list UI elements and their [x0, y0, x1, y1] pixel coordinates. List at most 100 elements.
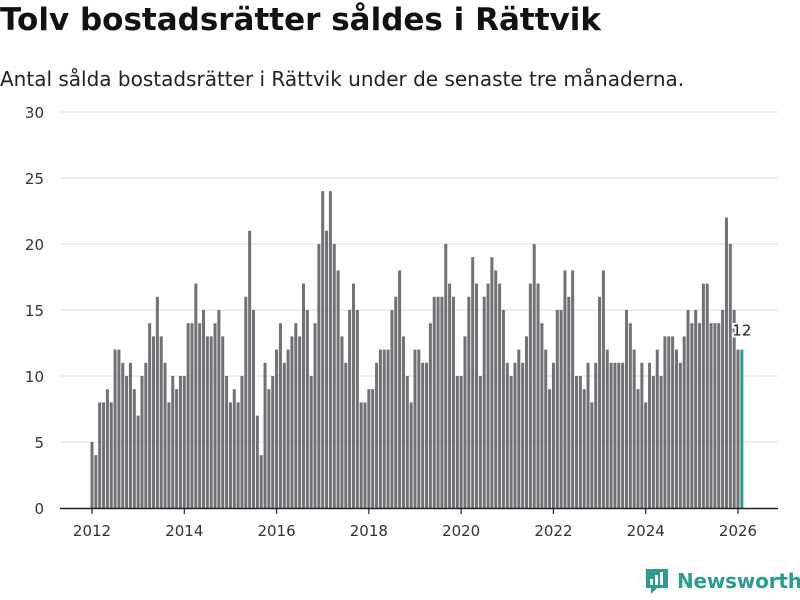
bar	[636, 389, 640, 508]
bar	[648, 362, 652, 508]
bar	[125, 376, 129, 508]
bar	[532, 244, 536, 508]
y-tick-label: 20	[25, 236, 44, 254]
bar	[709, 323, 713, 508]
y-tick-label: 10	[25, 368, 44, 386]
bar	[667, 336, 671, 508]
bar	[678, 362, 682, 508]
bar	[475, 283, 479, 508]
bar	[244, 296, 248, 508]
brand-logo[interactable]: Newsworthy	[644, 567, 800, 595]
highlight-label: 12	[732, 322, 751, 340]
bar	[252, 310, 255, 508]
bar	[505, 362, 509, 508]
bar	[367, 389, 371, 508]
bar	[190, 323, 194, 508]
bar	[455, 376, 459, 508]
bar	[202, 310, 206, 508]
bar	[105, 389, 109, 508]
bar	[651, 376, 655, 508]
bar	[436, 296, 440, 508]
bar	[705, 283, 709, 508]
bar	[586, 362, 590, 508]
bar	[471, 257, 475, 508]
bar	[159, 336, 163, 508]
bar	[571, 270, 575, 508]
brand-name: Newsworthy	[677, 569, 800, 593]
bar	[371, 389, 375, 508]
bar	[736, 349, 740, 508]
bar	[328, 191, 332, 508]
x-tick-label: 2026	[719, 522, 757, 540]
bar	[240, 376, 244, 508]
bar	[255, 415, 259, 508]
bar	[682, 336, 686, 508]
bar	[605, 349, 609, 508]
chart-subtitle: Antal sålda bostadsrätter i Rättvik unde…	[0, 67, 685, 91]
bar	[382, 349, 386, 508]
bar	[640, 362, 644, 508]
bar	[674, 349, 678, 508]
bar	[663, 336, 667, 508]
bar	[217, 310, 221, 508]
bar	[478, 376, 482, 508]
bar	[163, 362, 167, 508]
bar	[313, 323, 317, 508]
y-tick-label: 5	[34, 434, 44, 452]
bar	[740, 349, 744, 508]
bar-series	[90, 191, 744, 509]
bar	[332, 244, 336, 508]
annotations: 12	[730, 320, 753, 342]
x-axis: 2012 2014 2016 2018 2020 2022 2024 2026	[60, 507, 778, 540]
x-tick-label: 2014	[165, 522, 203, 540]
bar	[152, 336, 156, 508]
bar	[432, 296, 436, 508]
bar	[440, 296, 444, 508]
x-tick-label: 2018	[350, 522, 388, 540]
bar	[386, 349, 390, 508]
bar	[363, 402, 367, 508]
bar	[613, 362, 617, 508]
bar	[309, 376, 313, 508]
bar	[409, 402, 413, 508]
bar	[548, 389, 552, 508]
bar	[140, 376, 144, 508]
bar	[359, 402, 363, 508]
bar	[732, 310, 736, 508]
bar	[336, 270, 340, 508]
bar	[298, 336, 302, 508]
bar	[305, 310, 309, 508]
chart-title: Tolv bostadsrätter såldes i Rättvik	[0, 2, 601, 38]
bar	[398, 270, 402, 508]
bar	[578, 376, 582, 508]
bar	[317, 244, 321, 508]
bar	[213, 323, 217, 508]
bar	[498, 283, 502, 508]
bar	[232, 389, 236, 508]
x-tick-label: 2024	[627, 522, 665, 540]
bar	[375, 362, 379, 508]
bar	[167, 402, 171, 508]
bar	[717, 323, 721, 508]
bar	[401, 336, 405, 508]
bar	[517, 349, 521, 508]
bar	[621, 362, 625, 508]
bar	[321, 191, 325, 508]
bar	[482, 296, 486, 508]
y-tick-label: 25	[25, 170, 44, 188]
bar	[525, 336, 529, 508]
bar	[609, 362, 613, 508]
bar	[451, 296, 455, 508]
bar	[690, 323, 694, 508]
bar	[567, 296, 571, 508]
bar	[94, 455, 98, 508]
bar	[132, 389, 136, 508]
bar	[694, 310, 698, 508]
bar	[259, 455, 263, 508]
bar	[209, 336, 213, 508]
bar	[582, 389, 586, 508]
bar	[175, 389, 179, 508]
bar	[617, 362, 621, 508]
y-tick-label: 30	[25, 104, 44, 122]
